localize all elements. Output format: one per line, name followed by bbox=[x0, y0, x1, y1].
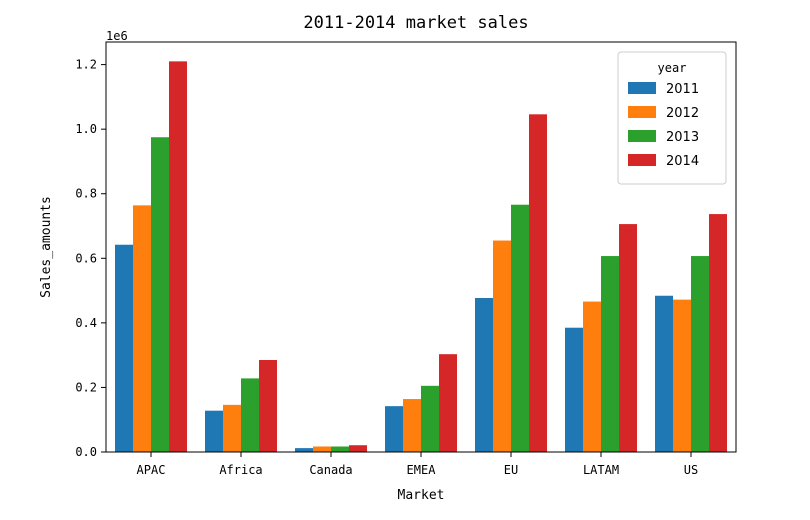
x-tick-label: US bbox=[684, 463, 698, 477]
bar-africa-2012 bbox=[223, 404, 241, 452]
legend-label-2012: 2012 bbox=[666, 106, 699, 121]
bar-us-2011 bbox=[655, 295, 673, 452]
bar-latam-2013 bbox=[601, 256, 619, 452]
bar-us-2012 bbox=[673, 299, 691, 452]
bar-apac-2012 bbox=[133, 205, 151, 452]
bar-africa-2014 bbox=[259, 359, 277, 452]
bar-africa-2013 bbox=[241, 378, 259, 452]
x-tick-label: Canada bbox=[309, 463, 352, 477]
bar-apac-2014 bbox=[169, 61, 187, 453]
bar-us-2014 bbox=[709, 214, 727, 452]
legend: year 2011 2012 2013 2014 bbox=[617, 51, 727, 185]
x-tick-label: EMEA bbox=[407, 463, 437, 477]
legend-swatch-2014 bbox=[628, 154, 656, 166]
y-tick-label: 0.2 bbox=[75, 380, 97, 394]
y-tick-label: 1.0 bbox=[75, 122, 97, 136]
bar-latam-2011 bbox=[565, 327, 583, 452]
bar-apac-2013 bbox=[151, 137, 169, 453]
y-axis-label: Sales_amounts bbox=[39, 196, 54, 298]
bar-emea-2012 bbox=[403, 399, 421, 452]
x-tick-label: Africa bbox=[219, 463, 262, 477]
legend-label-2011: 2011 bbox=[666, 82, 699, 97]
x-tick-label: EU bbox=[504, 463, 518, 477]
bar-eu-2013 bbox=[511, 204, 529, 452]
y-tick-label: 0.8 bbox=[75, 187, 97, 201]
y-tick-label: 0.4 bbox=[75, 316, 97, 330]
y-tick-label: 0.6 bbox=[75, 251, 97, 265]
bar-canada-2011 bbox=[295, 448, 313, 452]
legend-label-2014: 2014 bbox=[666, 154, 699, 169]
bar-eu-2012 bbox=[493, 240, 511, 452]
bar-emea-2011 bbox=[385, 406, 403, 452]
bar-latam-2014 bbox=[619, 224, 637, 452]
axes-frame bbox=[105, 41, 737, 453]
bar-emea-2014 bbox=[439, 354, 457, 452]
legend-swatch-2012 bbox=[628, 106, 656, 118]
bar-eu-2011 bbox=[475, 298, 493, 452]
legend-swatch-2013 bbox=[628, 130, 656, 142]
bar-africa-2011 bbox=[205, 410, 223, 452]
bar-canada-2014 bbox=[349, 445, 367, 452]
bar-latam-2012 bbox=[583, 301, 601, 452]
y-offset-label: 1e6 bbox=[106, 29, 128, 43]
x-tick-label: LATAM bbox=[583, 463, 619, 477]
bar-apac-2011 bbox=[115, 244, 133, 452]
y-tick-label: 1.2 bbox=[75, 58, 97, 72]
bar-eu-2014 bbox=[529, 114, 547, 452]
y-tick-label: 0.0 bbox=[75, 445, 97, 459]
x-tick-label: APAC bbox=[137, 463, 166, 477]
x-axis-label: Market bbox=[398, 488, 445, 503]
bar-emea-2013 bbox=[421, 385, 439, 452]
bar-canada-2012 bbox=[313, 446, 331, 452]
bar-us-2013 bbox=[691, 256, 709, 452]
legend-swatch-2011 bbox=[628, 82, 656, 94]
bar-canada-2013 bbox=[331, 446, 349, 452]
plot-area: APAC Africa Canada EMEA EU LATAM US 0.0 0.2 0.4 0.… bbox=[75, 58, 727, 477]
legend-title: year bbox=[658, 61, 687, 75]
legend-label-2013: 2013 bbox=[666, 130, 699, 145]
chart-title: 2011-2014 market sales bbox=[303, 13, 528, 33]
